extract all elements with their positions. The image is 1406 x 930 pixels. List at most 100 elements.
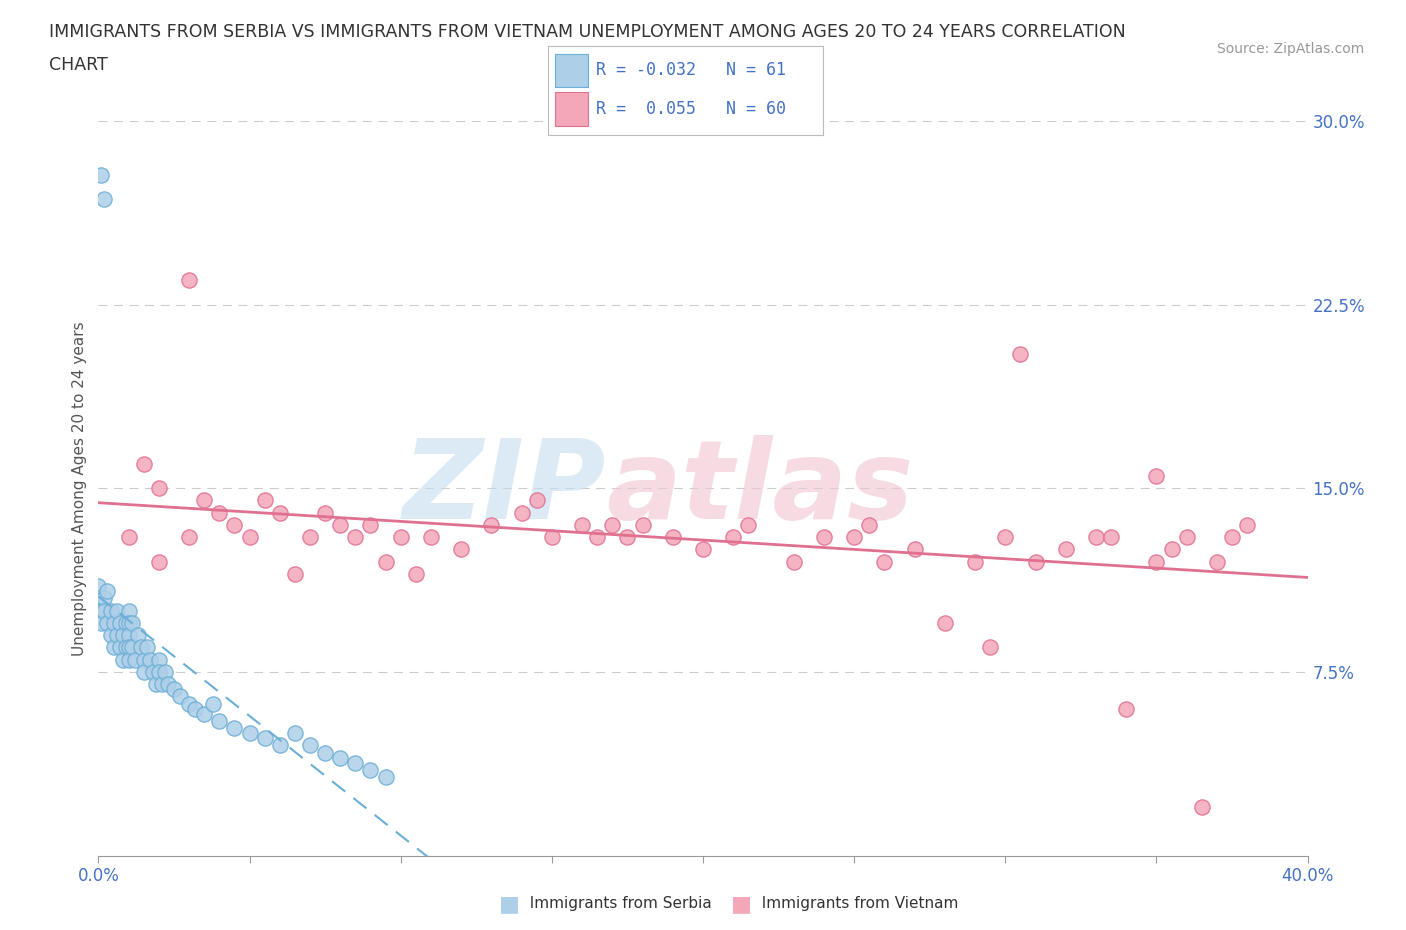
- Point: [132, 652, 155, 667]
- Point: [90, 616, 112, 631]
- Point: [239, 725, 262, 740]
- Point: [87, 591, 110, 606]
- Point: [405, 566, 427, 581]
- Point: [114, 640, 136, 655]
- Point: [661, 530, 683, 545]
- Point: [723, 530, 745, 545]
- Point: [103, 640, 125, 655]
- Point: [132, 664, 155, 679]
- Point: [360, 517, 382, 532]
- Point: [1144, 554, 1167, 569]
- Point: [389, 530, 412, 545]
- Point: [93, 192, 115, 206]
- Point: [124, 652, 146, 667]
- Point: [156, 677, 179, 692]
- Bar: [555, 54, 588, 87]
- Point: [108, 640, 131, 655]
- Point: [150, 677, 173, 692]
- Point: [1206, 554, 1229, 569]
- Point: [360, 763, 382, 777]
- Point: [169, 689, 191, 704]
- Point: [1191, 799, 1213, 814]
- Point: [184, 701, 207, 716]
- Point: [121, 616, 143, 631]
- Text: atlas: atlas: [606, 434, 914, 542]
- Point: [90, 604, 112, 618]
- Point: [450, 542, 472, 557]
- Point: [111, 652, 134, 667]
- Point: [737, 517, 759, 532]
- Point: [873, 554, 896, 569]
- Point: [103, 616, 125, 631]
- Point: [163, 682, 186, 697]
- Point: [571, 517, 593, 532]
- Point: [540, 530, 562, 545]
- Point: [93, 591, 115, 606]
- Point: [526, 493, 548, 508]
- Point: [193, 706, 215, 721]
- Point: [111, 628, 134, 643]
- Point: [1175, 530, 1198, 545]
- Point: [118, 616, 141, 631]
- Point: [100, 604, 122, 618]
- Point: [299, 530, 322, 545]
- Point: [1236, 517, 1258, 532]
- Point: [481, 517, 503, 532]
- Point: [145, 677, 167, 692]
- Point: [135, 640, 157, 655]
- Point: [299, 738, 322, 753]
- Point: [142, 664, 165, 679]
- Text: Source: ZipAtlas.com: Source: ZipAtlas.com: [1216, 42, 1364, 56]
- Point: [631, 517, 654, 532]
- Point: [1085, 530, 1108, 545]
- Point: [179, 530, 201, 545]
- Point: [1099, 530, 1122, 545]
- Point: [420, 530, 443, 545]
- Text: IMMIGRANTS FROM SERBIA VS IMMIGRANTS FROM VIETNAM UNEMPLOYMENT AMONG AGES 20 TO : IMMIGRANTS FROM SERBIA VS IMMIGRANTS FRO…: [49, 23, 1126, 41]
- Point: [108, 616, 131, 631]
- Point: [153, 664, 176, 679]
- Point: [965, 554, 987, 569]
- Text: R =  0.055   N = 60: R = 0.055 N = 60: [596, 100, 786, 118]
- Text: ■: ■: [731, 894, 752, 914]
- Point: [132, 457, 155, 472]
- Point: [208, 713, 231, 728]
- Point: [1010, 346, 1032, 361]
- Y-axis label: Unemployment Among Ages 20 to 24 years: Unemployment Among Ages 20 to 24 years: [72, 321, 87, 656]
- Point: [616, 530, 638, 545]
- Point: [100, 628, 122, 643]
- Point: [105, 604, 128, 618]
- Text: Immigrants from Vietnam: Immigrants from Vietnam: [752, 897, 959, 911]
- Point: [813, 530, 835, 545]
- Point: [1144, 469, 1167, 484]
- Text: Immigrants from Serbia: Immigrants from Serbia: [520, 897, 711, 911]
- Text: ■: ■: [499, 894, 520, 914]
- Point: [934, 616, 956, 631]
- Point: [208, 505, 231, 520]
- Point: [121, 640, 143, 655]
- Point: [844, 530, 866, 545]
- Point: [329, 517, 352, 532]
- Point: [96, 584, 118, 599]
- Point: [510, 505, 533, 520]
- Point: [783, 554, 806, 569]
- Point: [284, 566, 307, 581]
- Point: [586, 530, 609, 545]
- Point: [1160, 542, 1182, 557]
- Point: [93, 604, 115, 618]
- Point: [148, 664, 170, 679]
- Point: [224, 721, 246, 736]
- Point: [374, 554, 396, 569]
- Point: [269, 505, 291, 520]
- Point: [90, 167, 112, 182]
- Point: [87, 578, 110, 593]
- Text: CHART: CHART: [49, 56, 108, 73]
- Point: [129, 640, 152, 655]
- Point: [904, 542, 927, 557]
- Point: [314, 505, 336, 520]
- Point: [1024, 554, 1046, 569]
- Point: [374, 770, 396, 785]
- Point: [994, 530, 1017, 545]
- Point: [329, 751, 352, 765]
- Point: [118, 652, 141, 667]
